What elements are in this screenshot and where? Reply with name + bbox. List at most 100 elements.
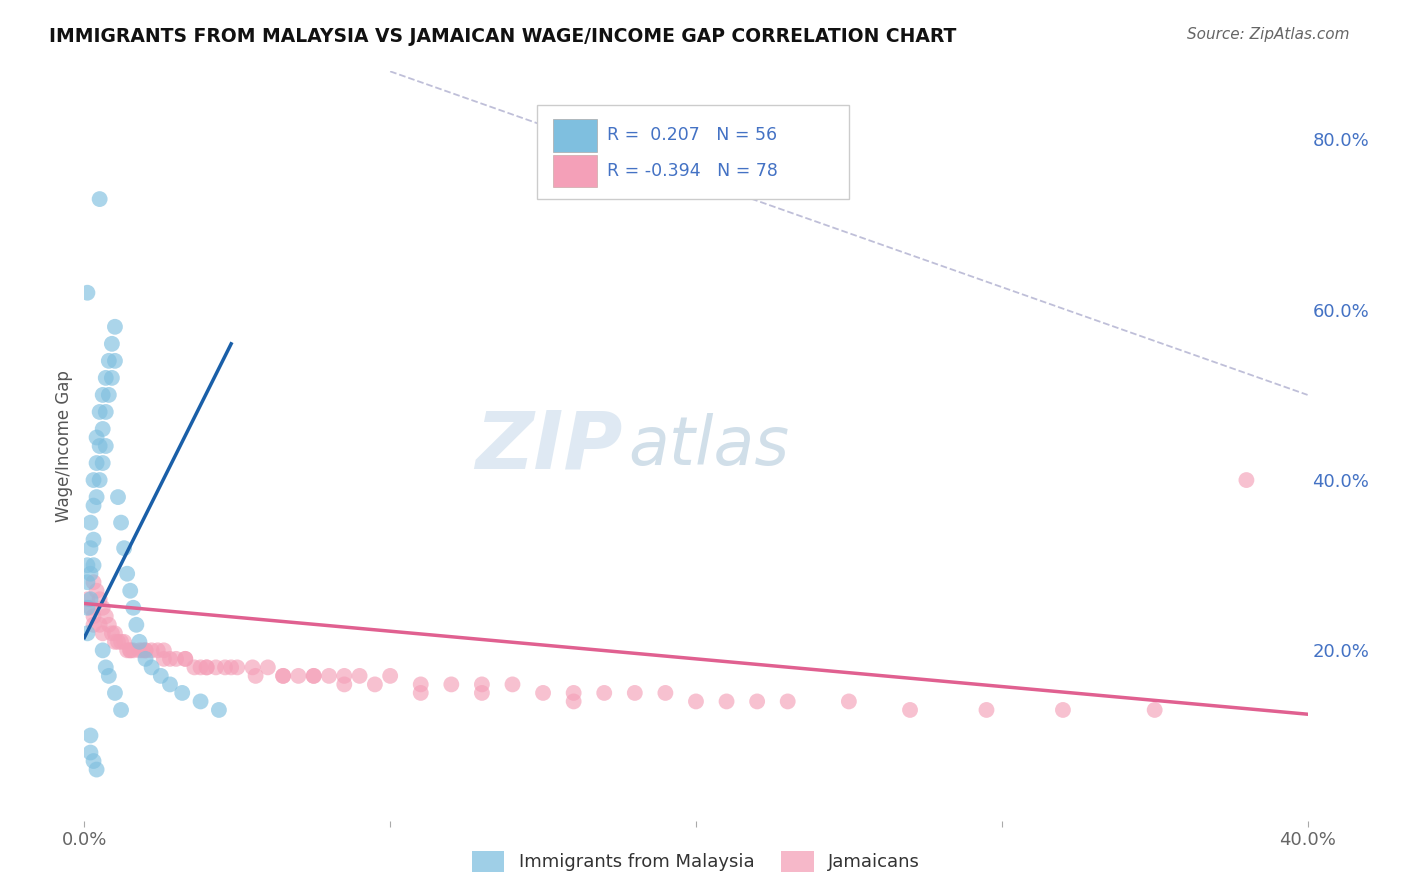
FancyBboxPatch shape bbox=[553, 154, 598, 187]
Point bbox=[91, 626, 114, 640]
Point bbox=[716, 694, 738, 708]
Point bbox=[146, 643, 169, 657]
Point bbox=[115, 643, 138, 657]
Point bbox=[302, 669, 325, 683]
Point bbox=[502, 677, 524, 691]
Point bbox=[195, 660, 218, 674]
Point bbox=[83, 575, 105, 590]
Point bbox=[94, 371, 117, 385]
Point bbox=[86, 490, 108, 504]
Point bbox=[838, 694, 860, 708]
Point bbox=[380, 669, 402, 683]
Point bbox=[593, 686, 616, 700]
Point bbox=[83, 558, 105, 573]
Point bbox=[471, 686, 494, 700]
Point bbox=[409, 686, 432, 700]
Point bbox=[531, 686, 554, 700]
Point bbox=[101, 626, 124, 640]
Text: Source: ZipAtlas.com: Source: ZipAtlas.com bbox=[1187, 27, 1350, 42]
Point bbox=[89, 473, 111, 487]
Point bbox=[302, 669, 325, 683]
Point bbox=[471, 677, 494, 691]
Text: R =  0.207   N = 56: R = 0.207 N = 56 bbox=[606, 126, 776, 144]
Point bbox=[976, 703, 998, 717]
Point bbox=[107, 490, 129, 504]
Point bbox=[91, 422, 114, 436]
Point bbox=[86, 456, 108, 470]
Y-axis label: Wage/Income Gap: Wage/Income Gap bbox=[55, 370, 73, 522]
Point bbox=[91, 643, 114, 657]
Point bbox=[271, 669, 294, 683]
Point bbox=[107, 635, 129, 649]
Point bbox=[91, 600, 114, 615]
Point bbox=[898, 703, 921, 717]
Point bbox=[79, 746, 101, 760]
Point bbox=[128, 643, 150, 657]
Point bbox=[562, 694, 585, 708]
Point bbox=[1052, 703, 1074, 717]
Point bbox=[76, 575, 98, 590]
Point bbox=[562, 686, 585, 700]
Point bbox=[79, 600, 101, 615]
Point bbox=[110, 635, 132, 649]
Point bbox=[86, 430, 108, 444]
Point bbox=[79, 566, 101, 581]
Point bbox=[86, 763, 108, 777]
Point bbox=[333, 669, 356, 683]
Point bbox=[159, 652, 181, 666]
Point bbox=[153, 652, 176, 666]
Point bbox=[364, 677, 387, 691]
Point bbox=[141, 643, 163, 657]
Point bbox=[624, 686, 647, 700]
Point bbox=[174, 652, 197, 666]
Point bbox=[112, 635, 135, 649]
Point bbox=[183, 660, 205, 674]
Point bbox=[174, 652, 197, 666]
Point bbox=[89, 192, 111, 206]
Point bbox=[685, 694, 707, 708]
Point bbox=[122, 643, 145, 657]
Point bbox=[287, 669, 309, 683]
Point bbox=[76, 600, 98, 615]
Point bbox=[120, 583, 142, 598]
Point bbox=[101, 371, 124, 385]
Point bbox=[120, 643, 142, 657]
Point bbox=[125, 617, 148, 632]
Point bbox=[91, 456, 114, 470]
Point bbox=[122, 600, 145, 615]
Point bbox=[409, 677, 432, 691]
Point bbox=[76, 626, 98, 640]
Point bbox=[97, 354, 120, 368]
Point bbox=[271, 669, 294, 683]
FancyBboxPatch shape bbox=[537, 105, 849, 199]
Point bbox=[79, 729, 101, 743]
Point bbox=[153, 643, 176, 657]
Point bbox=[97, 388, 120, 402]
Text: atlas: atlas bbox=[628, 413, 790, 479]
Point bbox=[83, 617, 105, 632]
Point bbox=[104, 354, 127, 368]
Point bbox=[141, 660, 163, 674]
Point bbox=[83, 609, 105, 624]
Point bbox=[112, 541, 135, 556]
Legend: Immigrants from Malaysia, Jamaicans: Immigrants from Malaysia, Jamaicans bbox=[464, 844, 928, 879]
Point bbox=[89, 439, 111, 453]
Point bbox=[83, 499, 105, 513]
Point bbox=[208, 703, 231, 717]
Point bbox=[159, 677, 181, 691]
Point bbox=[94, 609, 117, 624]
Point bbox=[110, 703, 132, 717]
Point bbox=[776, 694, 799, 708]
Point bbox=[101, 336, 124, 351]
Text: R = -0.394   N = 78: R = -0.394 N = 78 bbox=[606, 162, 778, 180]
Point bbox=[128, 635, 150, 649]
Point bbox=[76, 285, 98, 300]
Point bbox=[245, 669, 267, 683]
Point bbox=[349, 669, 371, 683]
Point bbox=[135, 643, 157, 657]
Point bbox=[94, 405, 117, 419]
Point bbox=[94, 660, 117, 674]
Point bbox=[190, 694, 212, 708]
Point bbox=[333, 677, 356, 691]
Point bbox=[110, 516, 132, 530]
